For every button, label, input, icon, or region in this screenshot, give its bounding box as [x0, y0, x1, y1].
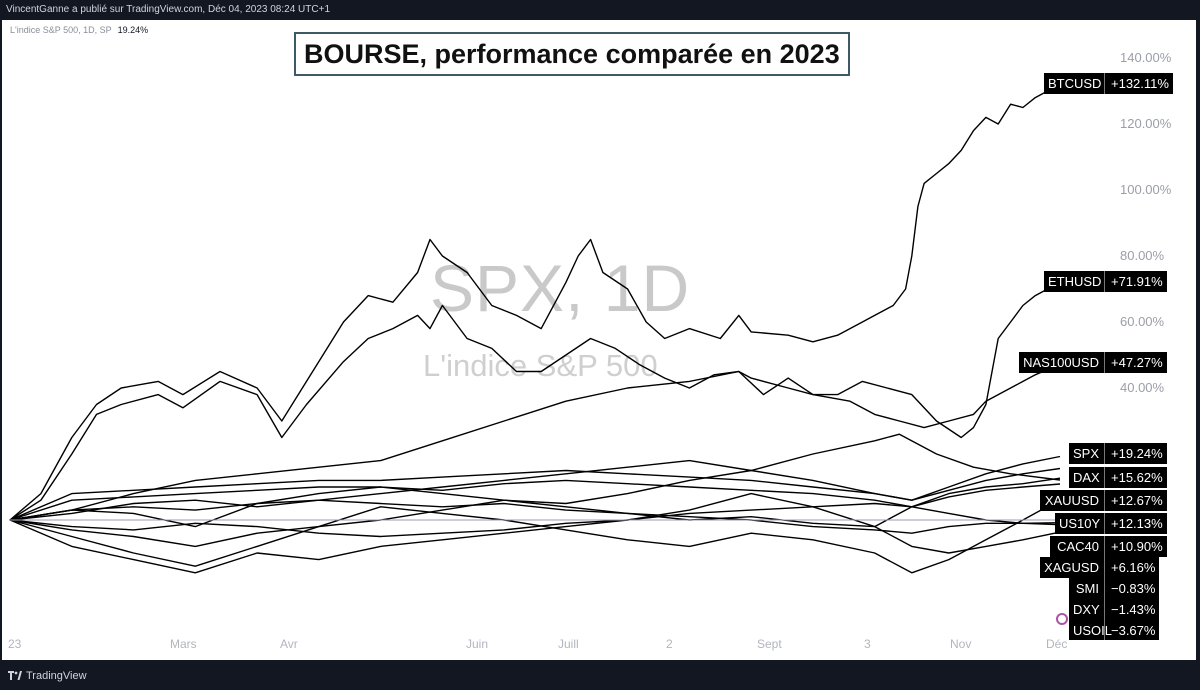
series-tag-name: XAGUSD: [1044, 560, 1099, 575]
x-tick-label: Juin: [466, 637, 489, 651]
y-tick-label: 140.00%: [1120, 50, 1172, 65]
series-line-dxy[interactable]: [9, 502, 1061, 538]
series-tag-value: −1.43%: [1104, 599, 1159, 620]
series-tag-cac40[interactable]: CAC40 +10.90%: [1050, 536, 1167, 557]
series-line-spx[interactable]: [9, 455, 1061, 521]
series-tag-name: SMI: [1075, 581, 1099, 596]
series-tag-nas100usd[interactable]: NAS100USD +47.27%: [1019, 352, 1167, 373]
series-tag-spx[interactable]: SPX +19.24%: [1069, 443, 1167, 464]
series-line-ethusd[interactable]: [9, 282, 1061, 521]
x-tick-label: Nov: [950, 637, 972, 651]
series-tag-xauusd[interactable]: XAUUSD +12.67%: [1040, 490, 1167, 511]
series-line-dax[interactable]: [9, 467, 1061, 521]
series-tag-name: USOIL: [1073, 623, 1113, 638]
series-tag-name: US10Y: [1059, 516, 1101, 531]
footer-brand: TradingView: [26, 670, 87, 682]
y-tick-label: 100.00%: [1120, 182, 1172, 197]
symbol-value: 19.24%: [117, 25, 149, 35]
y-tick-label: 120.00%: [1120, 116, 1172, 131]
series-lines: [9, 83, 1061, 574]
symbol-name: L'indice S&P 500, 1D, SP: [10, 25, 112, 35]
series-tag-dax[interactable]: DAX +15.62%: [1069, 467, 1167, 488]
x-tick-label: Déc: [1046, 637, 1068, 651]
series-tag-smi[interactable]: SMI −0.83%: [1069, 578, 1160, 599]
publisher-text: VincentGanne a publié sur TradingView.co…: [6, 4, 330, 15]
series-tag-name: CAC40: [1057, 539, 1099, 554]
symbol-legend[interactable]: L'indice S&P 500, 1D, SP 19.24%: [10, 25, 148, 35]
series-line-xauusd[interactable]: [9, 477, 1061, 528]
series-tag-btcusd[interactable]: BTCUSD +132.11%: [1044, 73, 1173, 94]
series-tag-name: XAUUSD: [1044, 493, 1099, 508]
series-tag-value: +12.67%: [1104, 490, 1167, 511]
series-tag-value: +10.90%: [1104, 536, 1167, 557]
series-tag-name: DXY: [1073, 602, 1100, 617]
chart-title: BOURSE, performance comparée en 2023: [294, 32, 850, 76]
x-tick-label: Sept: [757, 637, 782, 651]
series-line-nas100usd[interactable]: [9, 363, 1061, 521]
tradingview-logo-icon: [8, 671, 22, 680]
series-tag-name: BTCUSD: [1048, 76, 1102, 91]
y-tick-label: 80.00%: [1120, 248, 1165, 263]
series-tag-dxy[interactable]: DXY −1.43%: [1069, 599, 1160, 620]
series-line-smi[interactable]: [9, 499, 1061, 534]
chart-panel[interactable]: [2, 20, 1196, 660]
x-tick-label: 23: [8, 637, 22, 651]
x-tick-label: 2: [666, 637, 673, 651]
y-tick-label: 60.00%: [1120, 314, 1165, 329]
watermark-description: L'indice S&P 500: [423, 348, 658, 383]
series-line-us10y[interactable]: [9, 433, 1061, 548]
footer-bar: TradingView: [0, 662, 1200, 690]
series-tag-usoil[interactable]: USOIL−3.67%: [1069, 620, 1160, 640]
series-tag-value: +19.24%: [1104, 443, 1167, 464]
series-tag-value: −0.83%: [1104, 578, 1159, 599]
series-tag-value: +15.62%: [1104, 467, 1167, 488]
x-tick-label: 3: [864, 637, 871, 651]
series-line-usoil[interactable]: [9, 492, 1061, 574]
series-tag-name: ETHUSD: [1048, 274, 1102, 289]
x-tick-label: Juill: [558, 637, 579, 651]
series-tag-xagusd[interactable]: XAGUSD +6.16%: [1040, 557, 1160, 578]
series-tag-value: +132.11%: [1104, 73, 1173, 94]
series-line-btcusd[interactable]: [9, 83, 1061, 521]
watermark-symbol: SPX, 1D: [430, 251, 691, 325]
series-tag-value: +6.16%: [1104, 557, 1159, 578]
series-tag-us10y[interactable]: US10Y +12.13%: [1055, 513, 1167, 534]
series-line-cac40[interactable]: [9, 479, 1061, 521]
series-tag-name: SPX: [1073, 446, 1100, 461]
series-tag-name: NAS100USD: [1023, 355, 1099, 370]
series-tag-name: DAX: [1073, 470, 1100, 485]
series-tag-value: +47.27%: [1104, 352, 1167, 373]
y-tick-label: 40.00%: [1120, 380, 1165, 395]
series-tag-value: −3.67%: [1104, 620, 1159, 640]
publisher-bar: VincentGanne a publié sur TradingView.co…: [0, 0, 1200, 20]
x-tick-label: Avr: [280, 637, 298, 651]
series-tag-ethusd[interactable]: ETHUSD +71.91%: [1044, 271, 1167, 292]
x-tick-label: Mars: [170, 637, 197, 651]
series-tag-value: +71.91%: [1104, 271, 1167, 292]
alert-marker: [1056, 613, 1068, 625]
series-tag-value: +12.13%: [1104, 513, 1167, 534]
series-line-xagusd[interactable]: [9, 499, 1061, 574]
